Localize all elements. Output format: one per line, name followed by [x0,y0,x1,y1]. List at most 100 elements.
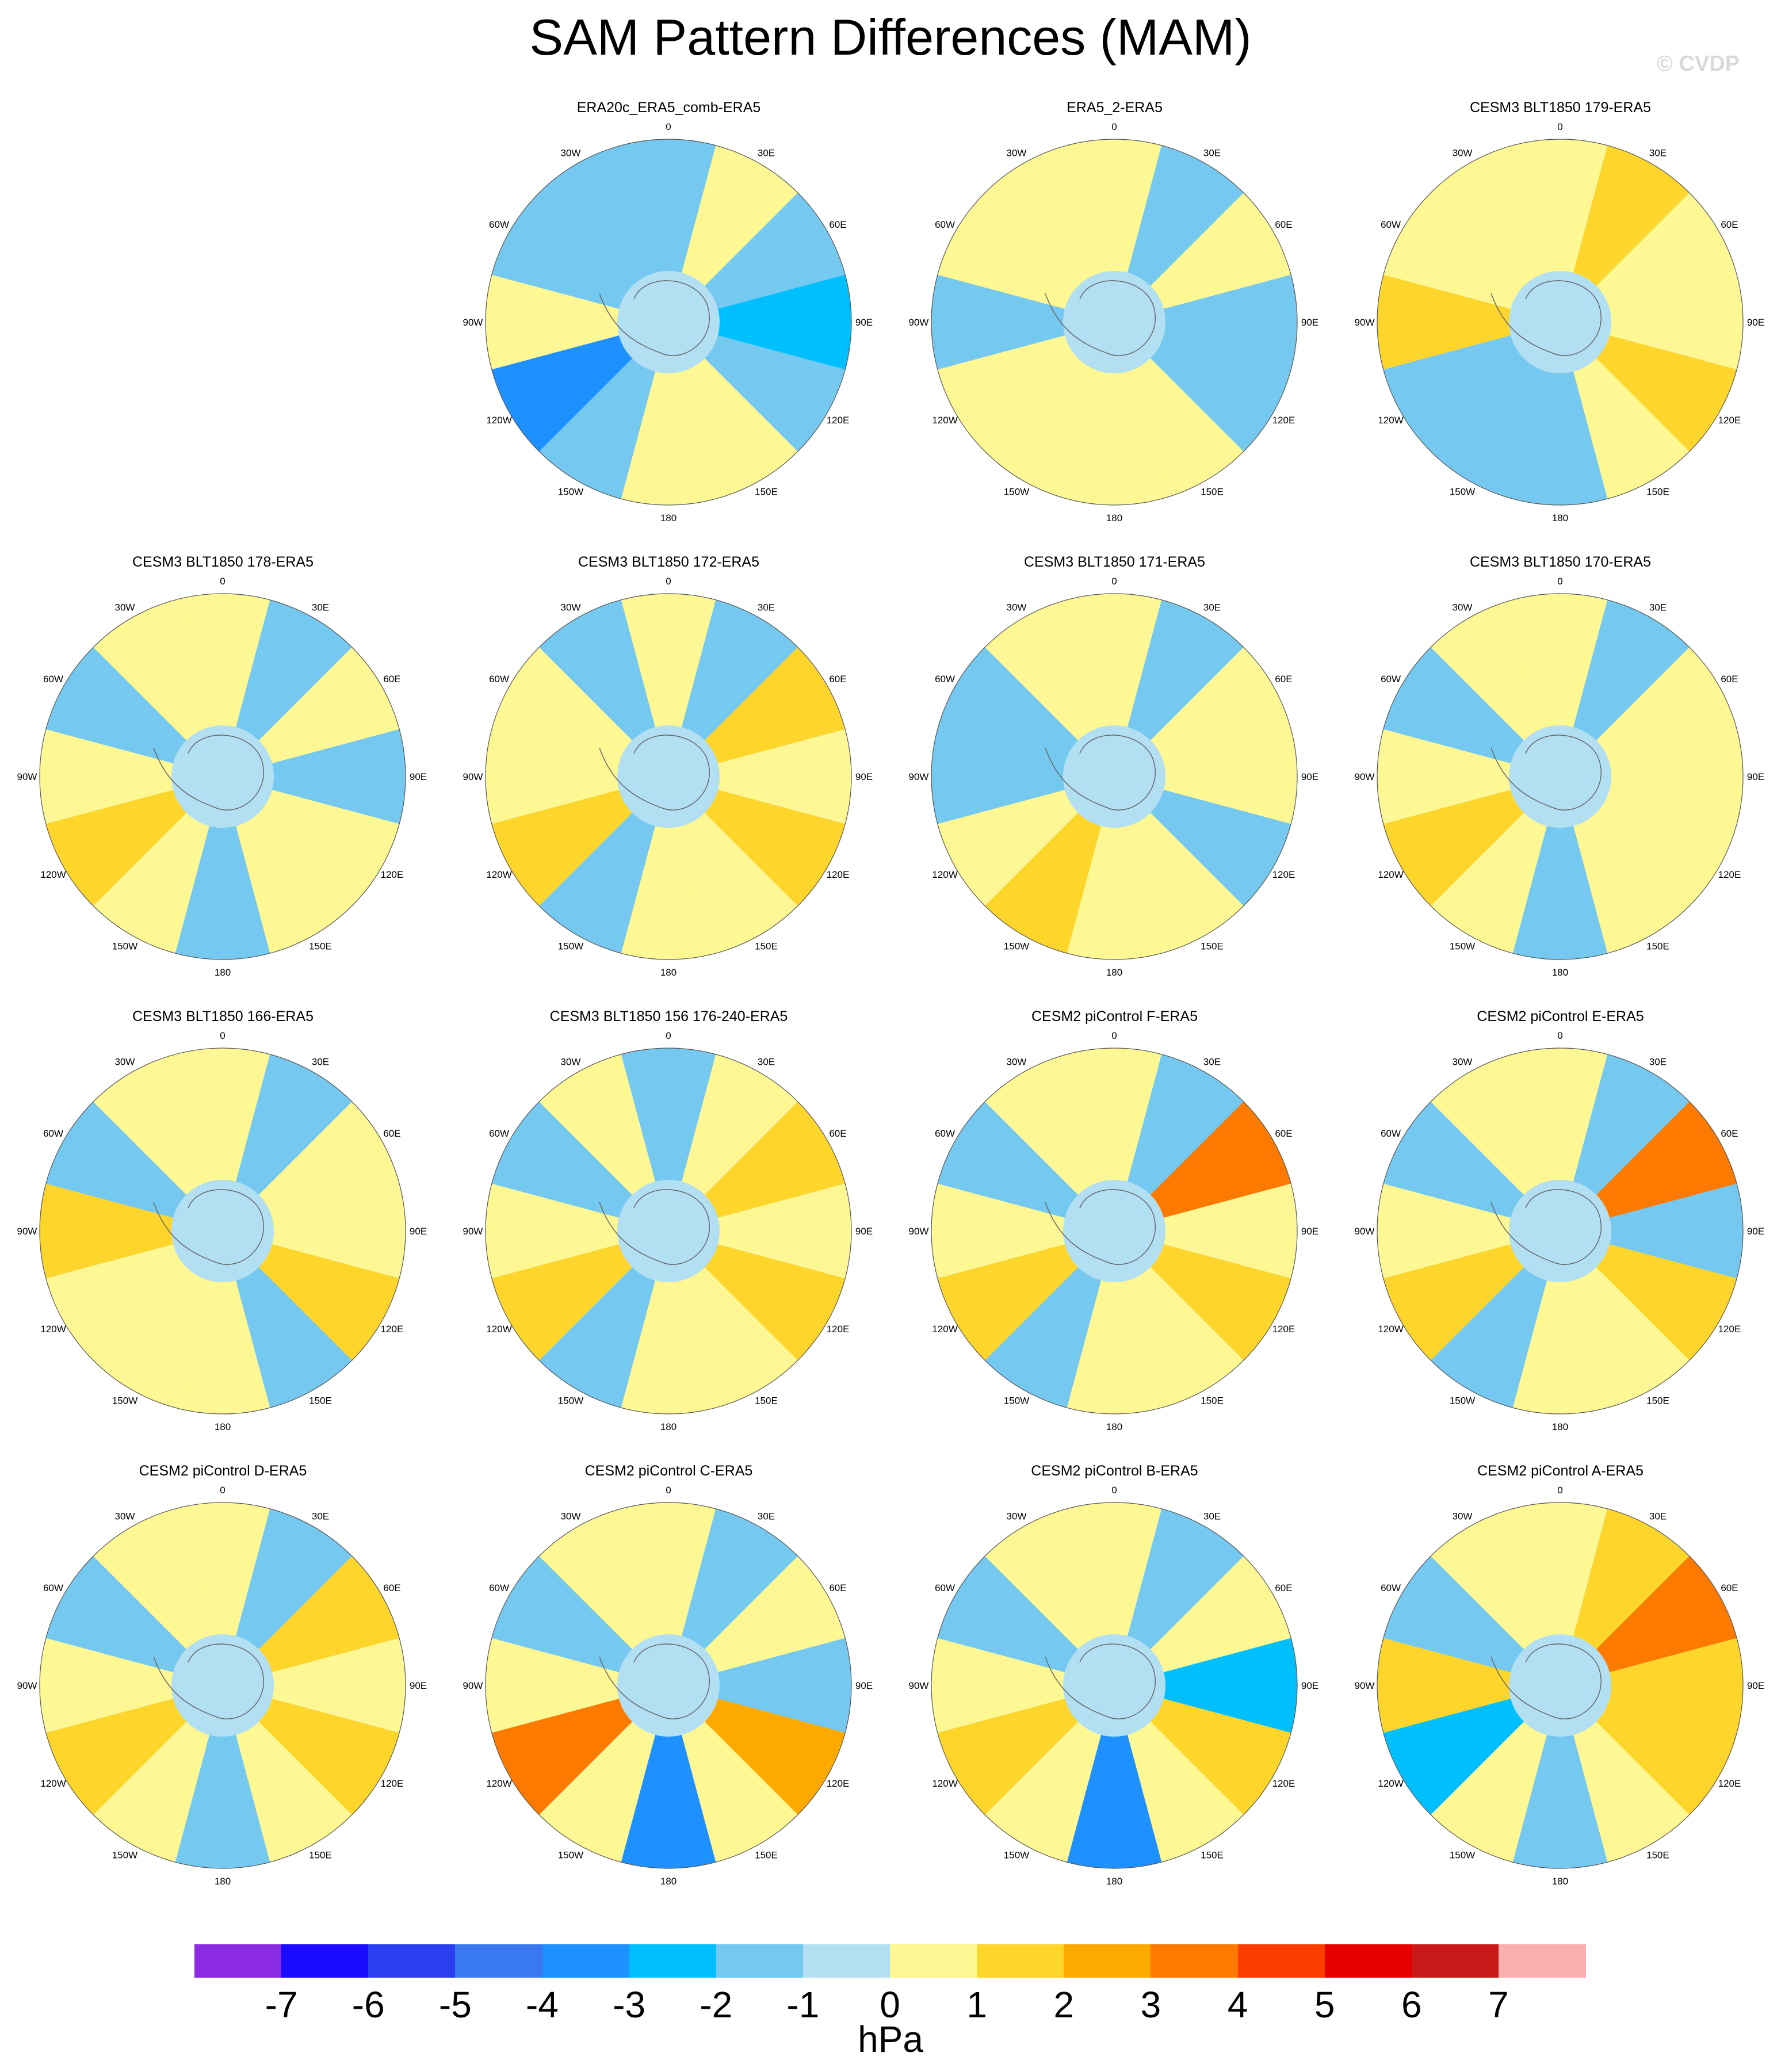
longitude-label: 150E [309,1849,332,1860]
longitude-label: 30E [758,1057,775,1068]
field-sector [668,190,848,322]
field-sector [935,322,1114,454]
map-border [1377,139,1744,506]
field-sector [91,1685,223,1865]
map-border [1377,1502,1744,1869]
field-sector [668,1506,800,1685]
field-sector [1114,728,1297,825]
field-sector [983,1685,1114,1865]
map-panel: CESM2 piControl B-ERA5 0 30E 60E 90E 120E 150E… [892,1461,1337,1916]
field-sector [489,1231,668,1363]
longitude-label: 60E [829,1128,846,1139]
longitude-label: 0 [1111,121,1117,132]
field-sector [223,1506,354,1685]
longitude-label: 30W [115,1057,135,1068]
longitude-label: 180 [1552,513,1568,523]
polar-core [1063,270,1166,374]
field-sector [1560,645,1740,777]
longitude-label: 30E [312,602,329,613]
coastline [1490,1643,1602,1719]
field-sector [668,777,800,956]
longitude-label: 120E [381,1778,404,1789]
longitude-label: 30W [561,148,581,159]
coastline [1490,280,1602,356]
field-sector [931,1183,1114,1279]
field-sector [1066,1685,1163,1868]
colorbar-tick-label: 2 [1053,1984,1075,2025]
field-sector [620,1231,717,1414]
field-sector [1560,1554,1740,1685]
field-sector [668,728,851,825]
longitude-label: 60W [1381,219,1401,230]
polar-core [617,725,720,828]
field-sector [935,777,1114,908]
field-sector [668,1685,848,1817]
field-sector [174,1685,271,1868]
map-panel: CESM3 BLT1850 156 176-240-ERA5 0 30E 60E 90E… [446,1007,892,1461]
field-sector [1560,728,1743,825]
coastline [599,1643,710,1719]
field-sector [668,1231,848,1363]
field-sector [223,1099,402,1231]
longitude-label: 60E [1275,219,1292,230]
longitude-label: 90W [1355,1680,1375,1691]
field-sector [620,594,717,777]
colorbar-tick-label: -2 [700,1984,733,2025]
field-sector [174,777,271,959]
longitude-label: 60E [383,674,400,685]
longitude-label: 90W [909,317,929,328]
panel-title: CESM3 BLT1850 172-ERA5 [578,554,759,570]
longitude-label: 180 [215,1876,231,1887]
longitude-label: 60E [1275,1582,1292,1593]
polar-map: 0 30E 60E 90E 120E 150E 180 150W 120W 90W 60W 30W [17,1485,427,1887]
longitude-label: 90W [1355,1226,1375,1237]
longitude-label: 150E [755,1849,778,1860]
map-border [1377,593,1744,960]
longitude-label: 180 [1106,967,1122,978]
longitude-label: 0 [1557,576,1562,587]
field-sector [935,1685,1114,1817]
longitude-label: 30E [1649,148,1667,159]
colorbar-segment [1498,1944,1586,1978]
longitude-label: 150W [1004,486,1029,497]
longitude-label: 150W [1450,1849,1475,1860]
colorbar-tick-label: 5 [1314,1984,1335,2025]
longitude-label: 0 [220,1030,225,1041]
field-sector [983,1052,1114,1231]
colorbar-segment [194,1944,282,1978]
longitude-label: 180 [215,1421,231,1432]
longitude-label: 60E [383,1582,400,1593]
colorbar-segment [1237,1944,1325,1978]
longitude-label: 90W [17,771,37,782]
coastline [1490,735,1602,811]
longitude-label: 120W [932,869,957,880]
colorbar-tick-label: 6 [1401,1984,1422,2025]
longitude-label: 90E [1301,1680,1318,1691]
field-sector [1560,597,1692,777]
longitude-label: 150W [1004,1849,1029,1860]
colorbar-tick-label: -7 [265,1984,298,2025]
coastline [1490,1189,1602,1265]
longitude-label: 150E [1201,941,1224,951]
longitude-label: 180 [1552,1421,1568,1432]
map-panel: CESM2 piControl C-ERA5 0 30E 60E 90E 120E 150E… [446,1461,892,1916]
longitude-label: 90E [1747,1680,1764,1691]
panel-title: CESM2 piControl B-ERA5 [1031,1463,1198,1479]
field-sector [174,1231,271,1414]
longitude-label: 150W [558,941,583,951]
field-sector [1512,1048,1608,1231]
field-sector [43,777,223,908]
longitude-label: 90E [1747,771,1764,782]
watermark: © CVDP [1657,52,1740,76]
longitude-label: 120E [381,869,404,880]
field-sector [223,777,402,908]
longitude-label: 30E [1649,1511,1667,1522]
longitude-label: 60W [935,1128,955,1139]
field-sector [43,1099,223,1231]
field-sector [1114,1052,1246,1231]
map-border [931,1502,1298,1869]
longitude-label: 180 [1552,967,1568,978]
longitude-label: 120E [827,869,850,880]
panel-title: CESM3 BLT1850 171-ERA5 [1024,554,1205,570]
longitude-label: 30E [1203,602,1221,613]
